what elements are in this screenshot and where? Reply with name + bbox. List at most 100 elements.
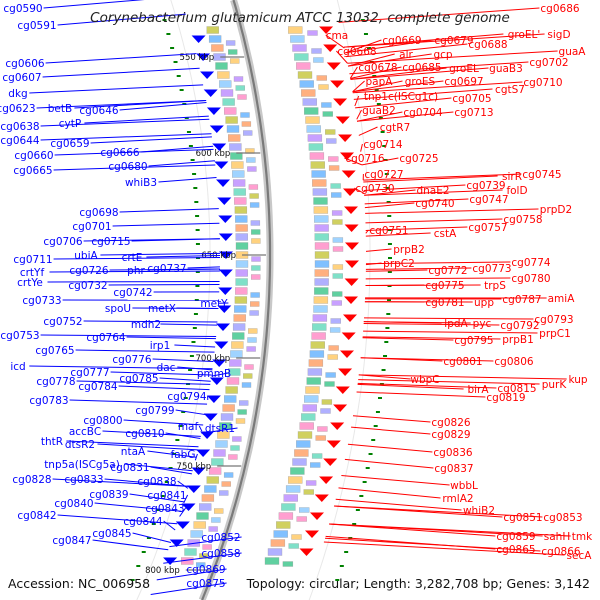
gene-leader-line (74, 99, 207, 109)
gene-leader-line (194, 453, 198, 461)
gene-leader-line (364, 198, 469, 205)
gene-label: cg0843 (145, 503, 184, 515)
gene-feature-plus-outer (292, 458, 307, 466)
kbp-label: 700 kbp (196, 354, 231, 364)
gene-feature-minus-inner (249, 310, 259, 316)
gene-leader-line (52, 478, 189, 487)
gene-label: cg0685 (402, 62, 441, 74)
gene-leader-line (83, 320, 218, 323)
gene-leader-line (363, 184, 466, 192)
gene-label: prpC2 (383, 258, 415, 270)
gene-feature-minus-outer (208, 467, 222, 475)
gene-label: dnaE2 (416, 185, 449, 197)
gene-label: cma (326, 30, 348, 42)
gene-label: cg0780 (511, 273, 550, 285)
gene-label: thtR (41, 436, 63, 448)
gene-label: cg0785 (119, 373, 158, 385)
minus-strand-arrow (218, 287, 233, 295)
gene-label: prpC1 (539, 328, 571, 340)
gene-leader-line (360, 143, 363, 152)
plus-strand-arrow (345, 242, 359, 250)
plus-strand-arrow (343, 188, 357, 196)
gene-label: cg0730 (355, 183, 394, 195)
gene-feature-minus-outer (190, 530, 203, 538)
plus-strand-arrow (341, 332, 356, 340)
gene-feature-minus-inner (202, 544, 212, 550)
gene-label: sahH (544, 531, 570, 543)
gene-leader-line (175, 409, 206, 416)
kbp-label: 650 kbp (201, 251, 236, 261)
gene-leader-line (75, 349, 215, 353)
gene-feature-plus-outer (281, 503, 296, 511)
gene-leader-line (29, 365, 213, 370)
gene-feature-plus-outer (310, 341, 325, 349)
gene-feature-plus-outer (314, 233, 329, 241)
gene-label: cg0590 (3, 3, 42, 15)
gene-feature-minus-inner (246, 157, 256, 163)
gene-leader-line (57, 514, 178, 525)
gene-leader-line (69, 399, 208, 405)
gene-leader-line (45, 53, 197, 64)
gene-leader-line (365, 218, 503, 224)
gene-label: cg0840 (54, 498, 93, 510)
gene-label: phr (127, 265, 145, 277)
gene-label: cg0765 (35, 345, 74, 357)
gene-label: betB (48, 103, 72, 115)
gene-leader-line (365, 208, 539, 214)
plus-strand-arrow (323, 44, 338, 52)
gene-feature-minus-inner (211, 517, 221, 523)
gene-label: cg0747 (469, 194, 508, 206)
minus-strand-arrow (175, 521, 190, 529)
gene-feature-minus-outer (224, 395, 237, 403)
gene-feature-minus-outer (222, 404, 235, 412)
gene-label: cg0844 (123, 516, 162, 528)
gene-feature-plus-inner (311, 48, 322, 54)
gene-label: cg0665 (13, 165, 52, 177)
gene-feature-plus-inner (331, 210, 343, 216)
gene-label: cg0776 (112, 354, 151, 366)
plus-strand-arrow (333, 404, 348, 412)
gene-leader-line (198, 425, 203, 432)
topology-label: Topology: circular; Length: 3,282,708 bp… (246, 576, 590, 591)
minus-strand-arrow (169, 539, 184, 547)
gene-label: accBC (69, 426, 101, 438)
gene-feature-minus-outer (226, 377, 240, 385)
gene-leader-line (187, 266, 220, 269)
gene-leader-line (158, 176, 217, 183)
gene-leader-line (338, 7, 540, 23)
gene-label: cg0716 (345, 153, 384, 165)
plus-strand-arrow (344, 206, 358, 214)
gene-label: dac (157, 362, 176, 374)
gene-feature-minus-inner (249, 202, 260, 208)
gene-leader-line (344, 458, 434, 469)
gene-label: prpB2 (393, 244, 425, 256)
gene-leader-line (364, 189, 503, 196)
gene-feature-plus-outer (302, 98, 317, 106)
gene-leader-line (47, 280, 220, 283)
gene-feature-plus-inner (332, 264, 344, 270)
gene-feature-plus-inner (288, 543, 299, 549)
gene-feature-plus-outer (267, 548, 283, 556)
gene-feature-plus-outer (308, 359, 324, 367)
minus-strand-arrow (218, 233, 233, 241)
gene-leader-line (147, 450, 197, 458)
gene-label: cg0781 (425, 297, 464, 309)
gene-leader-line (344, 157, 363, 166)
gene-feature-minus-inner (214, 508, 224, 514)
gene-label: cg0727 (364, 169, 403, 181)
gene-feature-minus-outer (217, 431, 230, 439)
plus-strand-arrow (340, 152, 354, 160)
gene-label: secA (567, 550, 593, 562)
gene-feature-plus-outer (314, 287, 329, 295)
gene-leader-line (49, 270, 220, 273)
plus-strand-arrow (305, 530, 319, 538)
gene-leader-line (345, 39, 382, 54)
gene-label: irp1 (150, 340, 171, 352)
gene-feature-minus-outer (206, 476, 219, 484)
gene-leader-line (325, 34, 345, 49)
gene-label: spoU (105, 303, 131, 315)
gene-feature-minus-inner (235, 418, 246, 424)
gene-leader-line (350, 67, 489, 80)
gene-label: wbbL (450, 480, 478, 492)
